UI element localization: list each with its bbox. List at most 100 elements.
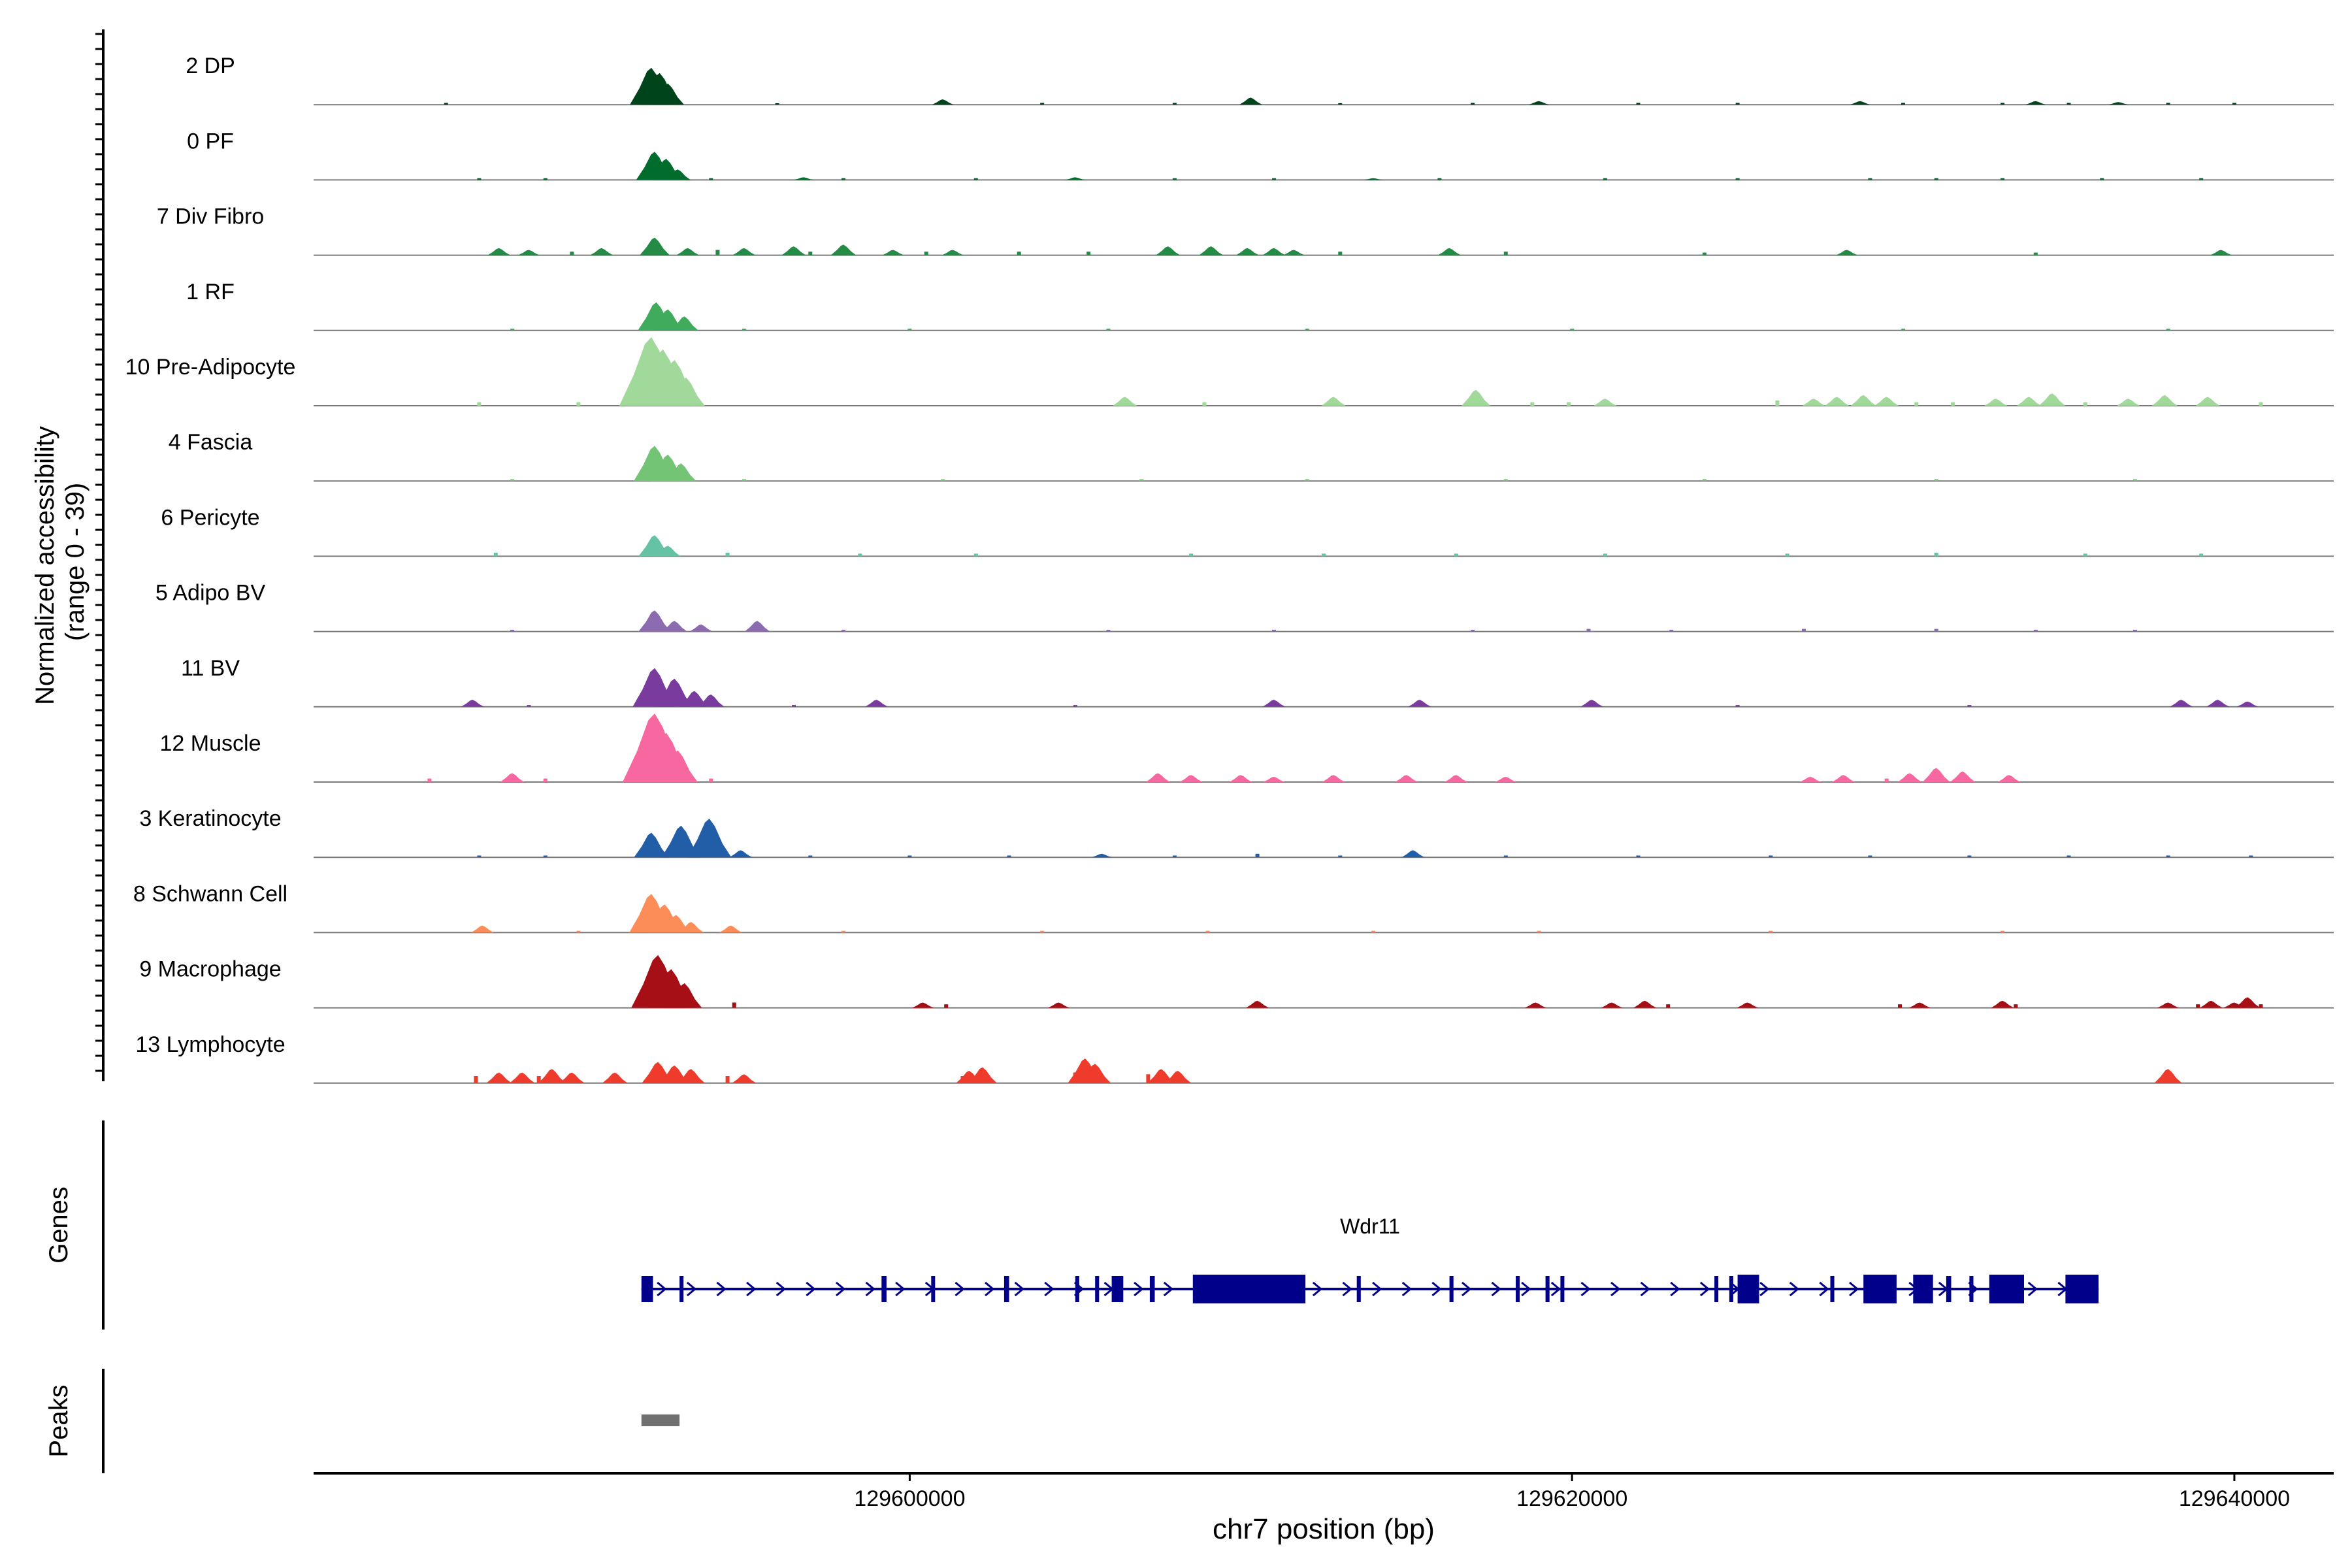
track-1: 2 DP (186, 54, 2334, 106)
coverage-peak (2017, 397, 2042, 406)
coverage-spike (2259, 402, 2263, 406)
coverage-spike (477, 178, 482, 180)
coverage-peak (1047, 1002, 1070, 1008)
strand-arrow (985, 1281, 995, 1297)
coverage-peak (656, 678, 693, 707)
strand-arrow (1610, 1281, 1621, 1297)
coverage-spike (1586, 629, 1591, 632)
coverage-spike (1802, 629, 1806, 632)
coverage-spike (1868, 178, 1872, 180)
coverage-peak (658, 750, 698, 782)
track-label: 13 Lymphocyte (135, 1032, 285, 1057)
coverage-spike (2166, 329, 2170, 331)
track-8: 5 Adipo BV (155, 581, 2334, 632)
coverage-peak (666, 463, 696, 482)
coverage-spike (1603, 178, 1607, 180)
coverage-peak (912, 1002, 934, 1008)
coverage-peak (793, 177, 814, 180)
coverage-peak (2154, 1069, 2182, 1083)
coverage-peak (2157, 1002, 2180, 1008)
coverage-peak (1874, 397, 1899, 406)
coverage-spike (1139, 479, 1144, 482)
coverage-spike (808, 855, 813, 858)
track-label: 4 Fascia (169, 430, 253, 455)
coverage-spike (858, 553, 862, 557)
gene-name-label: Wdr11 (1340, 1215, 1400, 1238)
y-axis-label: Normalized accessibility (range 0 - 39) (31, 419, 90, 705)
coverage-peak (665, 169, 691, 180)
coverage-spike (1775, 400, 1780, 406)
coverage-peak (1997, 775, 2021, 782)
strand-arrow (895, 1281, 906, 1297)
strand-arrow (955, 1281, 965, 1297)
coverage-spike (527, 705, 531, 707)
coverage-peak (655, 546, 681, 557)
coverage-peak (590, 248, 613, 255)
strand-arrow (2027, 1281, 2038, 1297)
coverage-spike (1636, 103, 1641, 105)
coverage-spike (1007, 855, 1011, 858)
gene-exon (1449, 1276, 1454, 1302)
coverage-peak (2152, 395, 2178, 406)
gene-exon (1969, 1276, 1974, 1302)
coverage-peak (968, 1067, 997, 1083)
gene-exon (1729, 1276, 1733, 1302)
coverage-spike (1040, 930, 1045, 933)
coverage-spike (1205, 930, 1210, 933)
coverage-spike (1530, 402, 1535, 406)
coverage-peak (830, 244, 857, 255)
coverage-peak (2117, 399, 2140, 406)
coverage-spike (775, 103, 779, 105)
strand-arrow (686, 1281, 697, 1297)
coverage-peak (509, 1072, 535, 1083)
coverage-spike (841, 930, 845, 933)
strand-arrow (865, 1281, 875, 1297)
coverage-spike (1202, 402, 1207, 406)
coverage-spike (1017, 252, 1021, 255)
x-axis: 129600000 129620000 129640000 (314, 1472, 2334, 1511)
coverage-peak (559, 1072, 585, 1083)
coverage-peak (487, 248, 511, 255)
coverage-peak (461, 700, 484, 707)
strand-arrow (1163, 1281, 1174, 1297)
track-11: 3 Keratinocyte (139, 806, 2334, 858)
strand-arrow (1134, 1281, 1144, 1297)
coverage-peak (2199, 1000, 2223, 1008)
coverage-spike (1272, 178, 1276, 180)
coverage-spike (2001, 930, 2005, 933)
coverage-spike (543, 178, 547, 180)
coverage-peak (2025, 101, 2046, 105)
coverage-peak (1528, 101, 1550, 105)
coverage-peak (1850, 395, 1876, 406)
coverage-peak (941, 250, 964, 255)
peak-regions (641, 1414, 680, 1426)
gene-exon (1946, 1276, 1952, 1302)
coverage-peak (1364, 178, 1383, 180)
coverage-spike (1305, 479, 1309, 482)
gene-exon (679, 1276, 684, 1302)
coverage-peak (1229, 775, 1252, 782)
coverage-peak (932, 99, 954, 105)
coverage-spike (1338, 855, 1343, 858)
gene-exon (1075, 1276, 1079, 1302)
coverage-peak (538, 1069, 566, 1083)
coverage-spike (732, 1002, 736, 1008)
coverage-peak (1802, 399, 1825, 406)
coverage-tracks: 2 DP 0 PF 7 Div Fibro 1 RF 10 Pre-Adipocyte 4… (125, 54, 2334, 1084)
peak-region (641, 1414, 680, 1426)
gene-exon (881, 1276, 887, 1302)
coverage-peak (1991, 1000, 2014, 1008)
gene-exon (931, 1276, 936, 1302)
coverage-spike (576, 930, 581, 933)
strand-arrow (716, 1281, 727, 1297)
coverage-peak (1897, 773, 1922, 782)
x-tick-label: 129620000 (1516, 1486, 1627, 1511)
coverage-spike (2001, 103, 2005, 105)
track-label: 12 Muscle (160, 731, 261, 756)
x-axis-label: chr7 position (bp) (1213, 1513, 1435, 1545)
coverage-peak (1179, 775, 1203, 782)
coverage-spike (1172, 103, 1177, 105)
coverage-spike (1172, 855, 1177, 858)
strand-arrow (1550, 1281, 1561, 1297)
coverage-spike (1769, 930, 1773, 933)
